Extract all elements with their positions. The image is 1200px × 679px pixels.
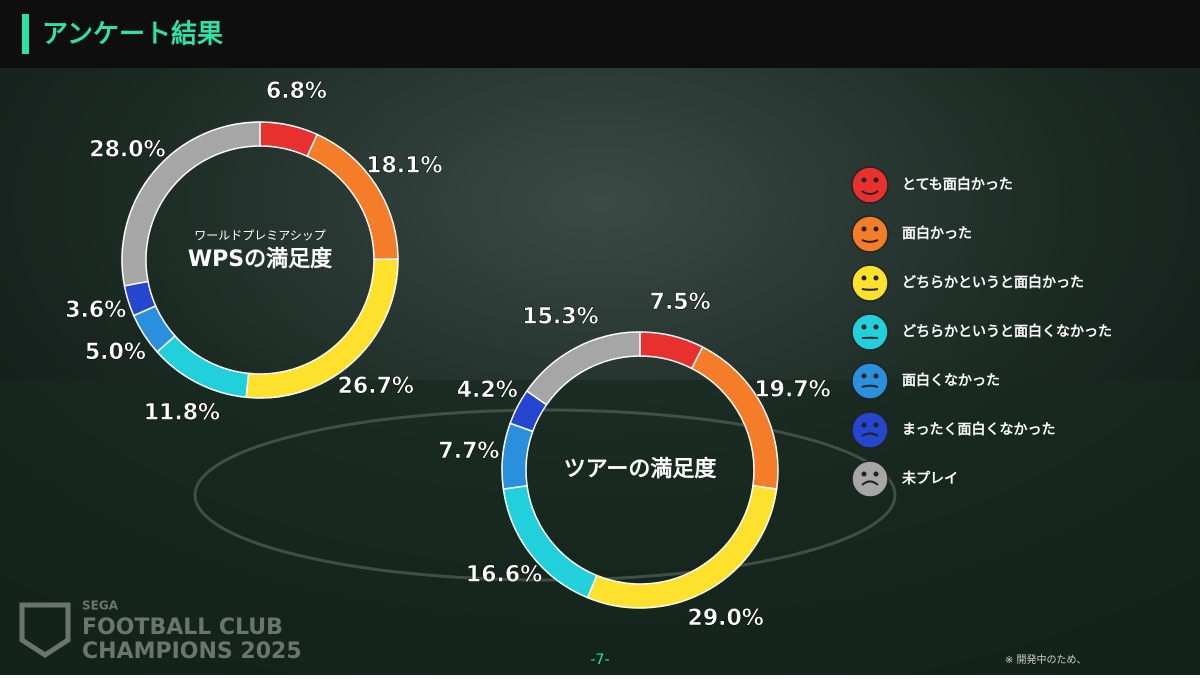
page-number: -7- (590, 652, 609, 668)
legend-icon (852, 167, 888, 203)
legend-icon-eye (874, 325, 879, 330)
legend-icon-eye (862, 374, 867, 379)
legend-icon (852, 314, 888, 350)
value-label: 19.7% (754, 377, 830, 402)
value-label: 11.8% (144, 400, 220, 425)
legend-icon-mouth (862, 289, 878, 290)
legend-icon-eye (862, 227, 867, 232)
legend-icon-eye (862, 178, 867, 183)
legend-icon-eye (874, 423, 879, 428)
legend-label: まったく面白くなかった (902, 421, 1055, 438)
legend-icon-eye (874, 472, 879, 477)
legend-label: 未プレイ (902, 470, 958, 487)
legend-icon (852, 216, 888, 252)
value-label: 6.8% (266, 79, 327, 104)
legend-icon-eye (862, 472, 867, 477)
legend-label: 面白くなかった (902, 372, 1000, 389)
legend-label: どちらかというと面白くなかった (902, 323, 1112, 340)
legend-icon (852, 265, 888, 301)
chart-title: ツアーの満足度 (564, 456, 718, 482)
legend-icon-eye (862, 276, 867, 281)
value-label: 3.6% (65, 298, 126, 323)
legend-label: とても面白かった (902, 176, 1013, 193)
value-label: 5.0% (85, 340, 146, 365)
footnote: ※ 開発中のため、 (1005, 653, 1087, 666)
value-label: 16.6% (466, 562, 542, 587)
legend-label: どちらかというと面白かった (902, 274, 1084, 291)
legend-icon-eye (862, 423, 867, 428)
legend-icon-eye (874, 178, 879, 183)
legend-icon-eye (862, 325, 867, 330)
value-label: 29.0% (688, 606, 764, 631)
value-label: 18.1% (366, 153, 442, 178)
value-label: 4.2% (457, 378, 518, 403)
header-title: アンケート結果 (42, 19, 223, 50)
legend-icon-eye (874, 374, 879, 379)
legend-icon (852, 412, 888, 448)
logo-text: CHAMPIONS 2025 (82, 639, 302, 664)
value-label: 15.3% (522, 304, 598, 329)
legend-label: 面白かった (902, 225, 972, 242)
value-label: 28.0% (89, 137, 165, 162)
chart-subtitle: ワールドプレミアシップ (194, 229, 326, 243)
legend-icon-eye (874, 227, 879, 232)
chart-title: WPSの満足度 (188, 246, 333, 272)
logo-text: FOOTBALL CLUB (82, 615, 283, 640)
legend-icon-eye (874, 276, 879, 281)
value-label: 7.5% (650, 290, 711, 315)
logo-text: SEGA (82, 599, 119, 613)
header-accent (22, 14, 29, 54)
legend-icon (852, 363, 888, 399)
value-label: 26.7% (338, 374, 414, 399)
legend-icon (852, 461, 888, 497)
value-label: 7.7% (438, 439, 499, 464)
